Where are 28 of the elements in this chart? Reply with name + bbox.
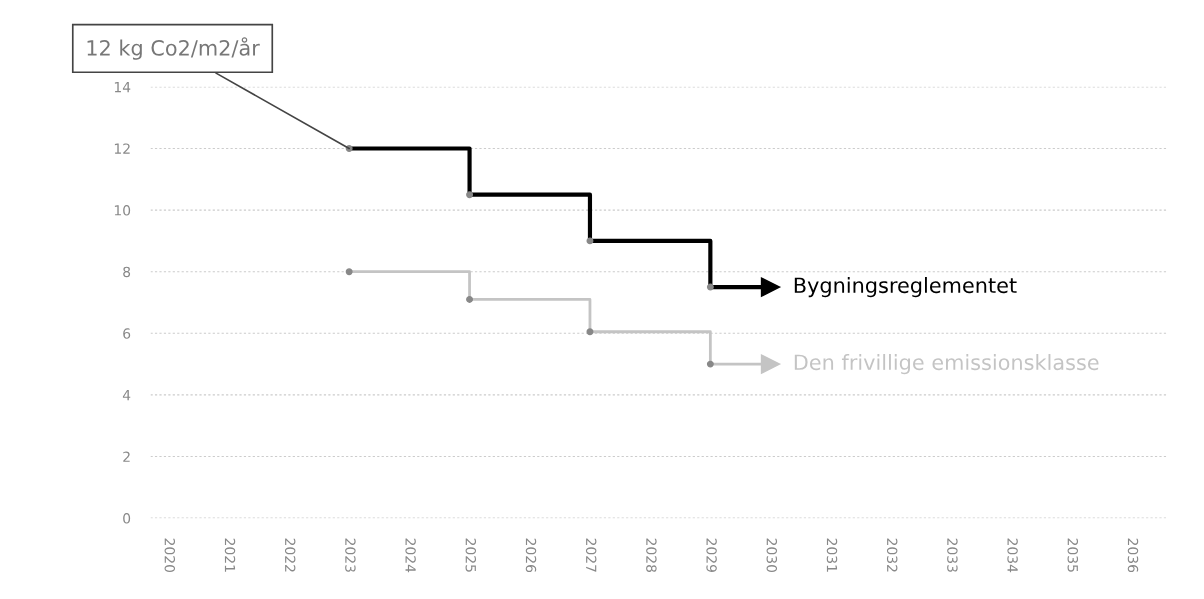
- x-tick-label: 2027: [585, 538, 597, 572]
- y-tick-label: 0: [123, 513, 131, 524]
- x-tick-label: 2032: [886, 538, 898, 572]
- y-tick-label: 2: [123, 451, 130, 462]
- x-tick-label: 2021: [224, 538, 236, 572]
- annotation: 12 kg Co2/m2/år: [87, 37, 260, 60]
- y-tick-label: 14: [114, 82, 131, 93]
- x-tick-label: 2023: [345, 538, 356, 572]
- x-tick-label: 2026: [525, 538, 537, 573]
- x-tick-label: 2035: [1067, 538, 1079, 572]
- y-tick-label: 12: [114, 143, 130, 154]
- x-tick-label: 2024: [405, 538, 416, 573]
- y-tick-label: 10: [114, 205, 131, 216]
- x-tick-label: 2029: [706, 538, 717, 572]
- x-tick-label: 2033: [947, 538, 958, 572]
- series-label: Bygningsreglementet: [794, 277, 1017, 298]
- x-tick-label: 2034: [1007, 538, 1018, 573]
- x-tick-label: 2030: [766, 538, 778, 572]
- y-tick-label: 8: [123, 266, 131, 278]
- y-tick-label: 6: [123, 328, 131, 339]
- x-tick-label: 2025: [465, 538, 477, 572]
- x-tick-label: 2020: [164, 538, 176, 572]
- x-tick-label: 2031: [826, 538, 838, 572]
- x-tick-label: 2036: [1127, 538, 1139, 573]
- x-tick-label: 2028: [646, 538, 657, 572]
- series-label: Den frivillige emissionsklasse: [794, 354, 1099, 375]
- y-tick-label: 4: [122, 390, 131, 401]
- x-tick-label: 2022: [284, 538, 296, 572]
